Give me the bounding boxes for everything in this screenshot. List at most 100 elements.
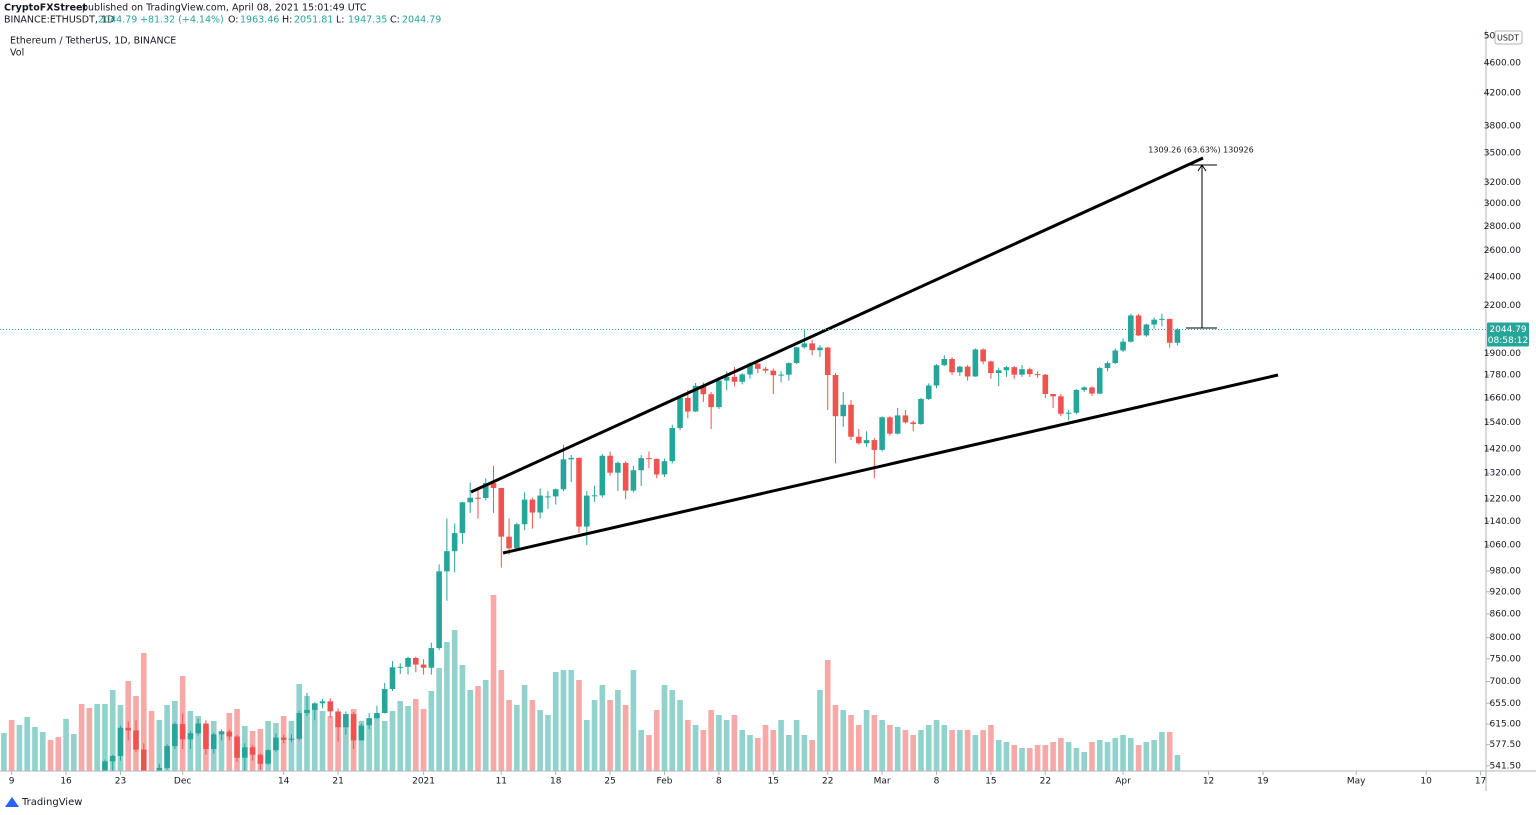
volume-bar [949, 730, 955, 771]
volume-bar [980, 730, 986, 771]
candle-body [630, 470, 637, 491]
y-tick-label: 1540.00 [1484, 418, 1521, 428]
y-tick-label: 3500.00 [1484, 148, 1521, 158]
candle-body [1042, 374, 1049, 395]
y-tick-label: 750.00 [1490, 654, 1522, 664]
volume-bar [747, 735, 753, 771]
candle-body [685, 397, 691, 412]
candle-body [980, 349, 986, 362]
candle-body [374, 712, 380, 719]
stat-value: 2051.81 [294, 15, 333, 26]
candle-body [140, 749, 147, 771]
y-tick-label: 1060.00 [1484, 541, 1521, 551]
volume-bar [708, 710, 714, 771]
candle-body [607, 455, 613, 473]
candle-body [203, 723, 209, 749]
candle-body [863, 440, 870, 444]
volume-bar [226, 713, 233, 771]
volume-bar [413, 699, 419, 771]
volume-bar [521, 685, 528, 771]
y-tick-label: 541.50 [1490, 761, 1522, 771]
price: 2044.79 [98, 15, 137, 26]
volume-bar [957, 730, 963, 771]
candle-body [661, 461, 668, 475]
volume-bar [265, 721, 271, 771]
volume-bar [381, 721, 388, 771]
candle-body [723, 376, 730, 381]
y-tick-label: 1140.00 [1484, 517, 1521, 527]
volume-bar [615, 690, 621, 771]
candle-body [467, 497, 474, 503]
candle-body [125, 727, 132, 731]
y-tick-label: 4600.00 [1484, 59, 1521, 69]
volume-bar [793, 720, 800, 771]
candle-body [296, 712, 303, 739]
volume-bar [739, 730, 746, 771]
brand-name: TradingView [21, 797, 82, 808]
candle-body [156, 767, 163, 771]
candle-body [187, 733, 194, 740]
candle-body [335, 711, 341, 728]
y-tick-label: 700.00 [1490, 677, 1522, 687]
candle-body [925, 385, 932, 399]
volume-bar [257, 729, 264, 771]
volume-bar [39, 732, 46, 771]
volume-bar [863, 710, 870, 771]
volume-bar [436, 668, 442, 771]
candle-body [770, 370, 777, 376]
y-tick-label: 655.00 [1490, 699, 1522, 709]
volume-bar [716, 715, 722, 771]
x-tick-label: 22 [1040, 777, 1051, 787]
candle-body [1112, 350, 1119, 364]
candle-body [754, 363, 761, 369]
y-tick-label: 980.00 [1490, 567, 1522, 577]
y-tick-label: 1220.00 [1484, 495, 1521, 505]
volume-bar [552, 672, 559, 771]
volume-bar [366, 726, 372, 771]
stat-label: L: [336, 15, 345, 26]
x-tick-label: 8 [934, 777, 940, 787]
volume-bar [459, 665, 466, 771]
volume-bar [653, 710, 660, 771]
candle-body [350, 714, 357, 741]
stat-label: H: [282, 15, 292, 26]
volume-bar [537, 710, 543, 771]
candle-body [1019, 369, 1025, 375]
candle-body [366, 718, 372, 726]
volume-bar [1003, 742, 1010, 771]
y-tick-label: 1420.00 [1484, 445, 1521, 455]
candle-body [420, 664, 427, 668]
volume-bar [1050, 742, 1056, 771]
candle-body [871, 440, 878, 450]
volume-bar [856, 725, 862, 771]
volume-bar [941, 725, 948, 771]
candle-body [731, 376, 738, 382]
candle-body [762, 368, 769, 371]
x-tick-label: 22 [822, 777, 833, 787]
volume-bar [444, 642, 450, 771]
volume-bar [1011, 745, 1018, 771]
stat-value: 2044.79 [402, 15, 441, 26]
volume-bar [1073, 748, 1080, 771]
candle-body [1081, 387, 1087, 390]
candle-body [949, 358, 955, 373]
volume-label: Vol [10, 48, 24, 59]
candle-body [521, 499, 528, 525]
candle-body [646, 458, 652, 460]
candle-body [817, 347, 823, 351]
candle-body [599, 455, 606, 496]
candle-body [1151, 319, 1157, 325]
candle-body [583, 495, 590, 527]
volume-bar [545, 715, 551, 771]
y-tick-label: 1660.00 [1484, 393, 1521, 403]
volume-bar [55, 737, 62, 771]
y-tick-label: 2800.00 [1484, 222, 1521, 232]
candle-body [304, 709, 310, 713]
candle-body [801, 343, 808, 348]
volume-bar [778, 720, 784, 771]
candle-body [358, 725, 365, 741]
volume-bar [848, 715, 854, 771]
candle-body [747, 363, 753, 375]
candle-body [288, 738, 295, 740]
volume-bar [887, 725, 893, 771]
